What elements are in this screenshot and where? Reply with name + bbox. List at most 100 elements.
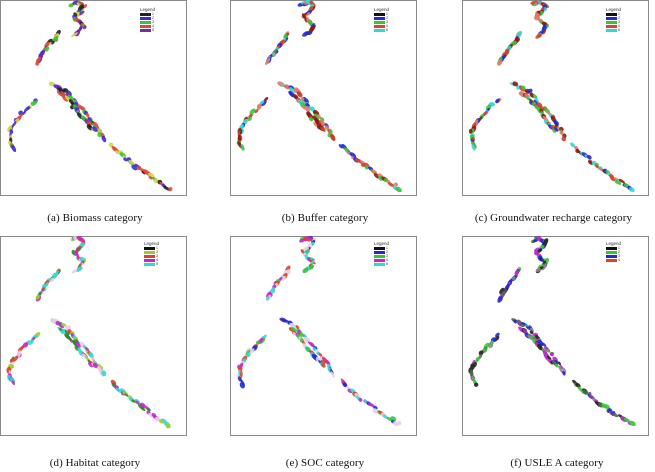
legend-label: 5: [156, 262, 158, 266]
river-segment: [387, 182, 395, 187]
river-segment: [535, 11, 540, 19]
legend-title: Legend: [606, 7, 622, 12]
river-segment: [397, 420, 402, 426]
river-segment: [114, 150, 119, 155]
river-segment: [325, 360, 331, 366]
river-segment: [313, 122, 318, 127]
legend-swatch: [606, 258, 617, 262]
river-segment: [11, 380, 15, 386]
legend-label: 4: [156, 258, 158, 262]
river-segment: [328, 128, 333, 134]
river-segment: [77, 4, 84, 12]
river-segment: [240, 370, 243, 378]
river-segment: [320, 119, 326, 126]
river-segment: [533, 247, 540, 252]
river-segment: [52, 272, 58, 279]
legend-label: 3: [618, 20, 620, 24]
river-segment: [330, 133, 336, 142]
river-segment: [561, 136, 567, 142]
legend-label: 5: [618, 28, 620, 32]
legend-item: 2: [140, 16, 155, 20]
river-map: [7, 0, 173, 192]
legend-swatch: [144, 254, 155, 258]
legend-swatch: [140, 24, 151, 28]
river-segment: [321, 363, 326, 368]
river-segment: [478, 350, 484, 356]
legend-item: 3: [606, 254, 621, 258]
river-segment: [558, 365, 563, 373]
river-segment: [474, 382, 479, 387]
river-segment: [497, 296, 503, 303]
river-segment: [249, 108, 256, 115]
legend-swatch: [144, 262, 155, 266]
river-segment: [135, 400, 140, 405]
river-segment: [520, 85, 526, 91]
legend-label: 4: [386, 258, 388, 262]
river-segment: [87, 116, 93, 123]
river-segment: [67, 325, 72, 329]
river-segment: [587, 160, 594, 165]
river-segment: [303, 236, 311, 242]
river-segment: [131, 399, 136, 403]
river-segment: [559, 130, 564, 135]
legend-item: 2: [374, 16, 389, 20]
legend-label: 5: [386, 28, 388, 32]
river-segment: [240, 145, 245, 151]
legend-label: 2: [386, 16, 388, 20]
river-segment: [148, 176, 153, 180]
river-segment: [271, 52, 276, 57]
map-frame: [462, 0, 649, 196]
river-segment: [610, 176, 616, 182]
river-segment: [393, 182, 399, 187]
river-segment: [300, 249, 305, 254]
river-segment: [527, 334, 533, 341]
river-segment: [535, 267, 541, 273]
river-segment: [542, 342, 547, 347]
legend-item: 5: [606, 28, 621, 32]
map-frame: [230, 236, 417, 436]
river-segment: [64, 330, 70, 336]
legend-swatch: [374, 20, 385, 24]
river-segment: [13, 355, 19, 362]
river-segment: [295, 325, 300, 330]
legend-swatch: [374, 254, 385, 258]
legend-item: 2: [606, 16, 621, 20]
legend-title: Legend: [606, 241, 622, 246]
river-segment: [78, 236, 86, 243]
legend-item: 4: [144, 258, 159, 262]
legend-swatch: [140, 12, 151, 16]
river-map: [236, 236, 402, 427]
legend-label: 4: [152, 24, 154, 28]
river-segment: [529, 330, 534, 335]
legend-swatch: [140, 16, 151, 20]
river-segment: [85, 112, 90, 118]
river-segment: [146, 407, 151, 412]
legend-swatch: [606, 254, 617, 258]
river-segment: [248, 348, 255, 354]
legend-swatch: [606, 12, 617, 16]
river-map: [6, 236, 171, 429]
legend-item: 4: [606, 258, 621, 262]
river-segment: [92, 126, 98, 132]
legend-label: 3: [386, 254, 388, 258]
river-segment: [535, 98, 539, 103]
legend-swatch: [374, 246, 385, 250]
river-segment: [557, 361, 562, 366]
river-segment: [528, 88, 533, 93]
river-segment: [496, 59, 503, 66]
river-segment: [570, 142, 576, 148]
river-segment: [342, 382, 348, 388]
legend-label: 1: [156, 246, 158, 250]
river-segment: [468, 128, 473, 134]
river-segment: [546, 348, 551, 353]
legend-swatch: [606, 16, 617, 20]
river-segment: [266, 296, 270, 301]
river-segment: [392, 421, 399, 427]
legend-item: 4: [374, 24, 389, 28]
river-segment: [52, 35, 59, 43]
